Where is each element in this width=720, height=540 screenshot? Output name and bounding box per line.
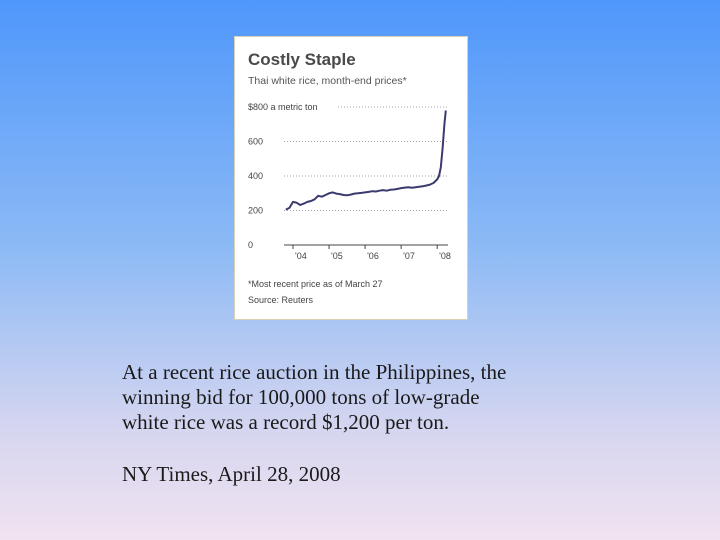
rice-price-chart: Costly Staple Thai white rice, month-end… xyxy=(248,50,451,305)
x-tick-label: '07 xyxy=(403,251,415,261)
y-tick-label: 200 xyxy=(248,206,263,216)
chart-subtitle: Thai white rice, month-end prices* xyxy=(248,75,407,87)
caption-text: At a recent rice auction in the Philippi… xyxy=(122,360,622,435)
citation: NY Times, April 28, 2008 xyxy=(122,462,341,486)
y-tick-label: 0 xyxy=(248,240,253,250)
x-tick-labels: '04 '05 '06 '07 '08 xyxy=(295,251,451,261)
x-tick-label: '04 xyxy=(295,251,307,261)
chart-title: Costly Staple xyxy=(248,50,356,69)
chart-source: Source: Reuters xyxy=(248,295,314,305)
price-line xyxy=(285,110,447,211)
y-tick-label: 600 xyxy=(248,137,263,147)
y-tick-label: $800 a metric ton xyxy=(248,102,318,112)
gridlines xyxy=(284,106,448,249)
caption-line-2: winning bid for 100,000 tons of low-grad… xyxy=(122,385,480,409)
caption-line-3: white rice was a record $1,200 per ton. xyxy=(122,410,450,434)
x-tick-label: '06 xyxy=(367,251,379,261)
y-tick-label: 400 xyxy=(248,171,263,181)
chart-footnote: *Most recent price as of March 27 xyxy=(248,279,383,289)
chart-card: Costly Staple Thai white rice, month-end… xyxy=(234,36,468,320)
x-tick-label: '05 xyxy=(331,251,343,261)
price-series xyxy=(285,110,447,211)
x-tick-label: '08 xyxy=(439,251,451,261)
y-tick-labels: 0 200 400 600 $800 a metric ton xyxy=(248,102,318,250)
caption-line-1: At a recent rice auction in the Philippi… xyxy=(122,360,507,384)
